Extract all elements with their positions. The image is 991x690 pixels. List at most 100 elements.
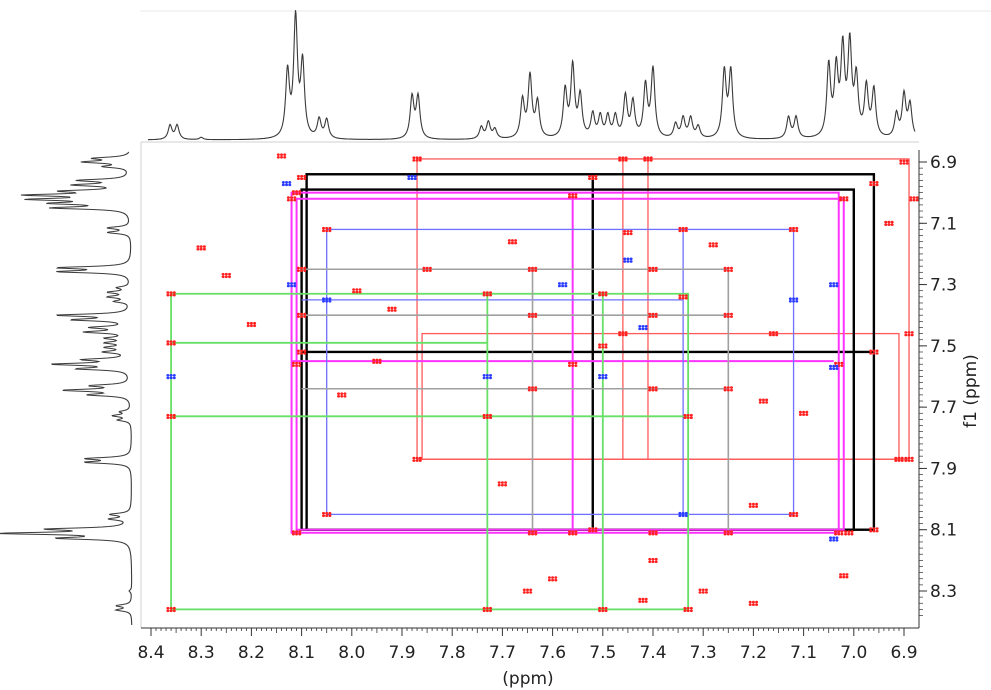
cross-peak-dot (835, 284, 839, 288)
cross-peak-dot (355, 288, 359, 291)
cross-peak-dot (723, 269, 727, 272)
cross-peak-dot (322, 511, 325, 515)
cross-peak-dot (567, 195, 571, 199)
cross-peak-dot (648, 266, 652, 270)
cross-peak (291, 190, 302, 196)
cross-peak-dot (641, 600, 645, 603)
y-tick-label: 7.3 (930, 276, 957, 296)
cross-peak-dot (407, 177, 411, 181)
cross-peak-dot (296, 349, 300, 353)
x-axis-ticks: 8.4 8.3 8.2 8.1 8.0 7.9 7.8 7.7 7.6 7.5 7.4 7.3 7.2 7… (137, 628, 918, 663)
y-axis-ticks: 6.9 7.1 7.3 7.5 7.7 7.9 8.1 8.3 (919, 153, 957, 616)
cross-peak-dot (832, 284, 836, 288)
cross-peak-dot (485, 416, 489, 420)
cross-peak-dot (554, 578, 558, 582)
cross-peak-dot (726, 386, 730, 389)
cross-peak-dot (221, 272, 225, 276)
cross-peak-dot (624, 333, 628, 337)
cross-peak-dot (839, 573, 843, 576)
cross-peak-dot (761, 401, 765, 404)
cross-peak-dot (894, 456, 898, 460)
cross-peak-dot (648, 388, 652, 392)
cross-peak-dot (291, 190, 295, 193)
cross-peak-dot (648, 269, 652, 272)
cross-peak (598, 343, 608, 349)
cross-peak-dot (840, 530, 844, 533)
cross-peak-dot (527, 266, 531, 270)
cross-peak-dot (646, 159, 650, 162)
cross-peak-dot (291, 361, 295, 365)
x-tick-label: 8.1 (288, 643, 315, 663)
cross-peak-dot (910, 331, 914, 334)
cross-peak-dot (723, 312, 727, 316)
cross-peak (352, 288, 362, 294)
cross-peak (567, 530, 578, 536)
cross-peak-dot (295, 192, 299, 196)
cross-peak-dot (681, 294, 685, 297)
cross-peak-dot (166, 342, 170, 346)
cross-peak-dot (654, 312, 658, 316)
cross-peak (678, 511, 688, 518)
cross-peak-dot (840, 361, 844, 365)
cross-peak-dot (618, 156, 622, 160)
cross-peak-dot (869, 349, 873, 353)
cross-peak-dot (845, 575, 849, 579)
x-tick-label: 7.0 (840, 643, 867, 663)
cross-peak-dot (522, 591, 526, 594)
cross-peak-dot (358, 288, 362, 291)
cross-peak-dot (751, 600, 755, 604)
cross-peak-dot (296, 315, 300, 318)
cross-peak-dot (303, 349, 307, 353)
cross-peak-dot (303, 315, 307, 318)
cross-peak-dot (485, 413, 489, 417)
cross-peak-dot (875, 527, 879, 530)
cross-peak-dot (531, 530, 535, 533)
cross-peak (788, 226, 799, 233)
cross-peak (788, 297, 799, 303)
cross-peak-dot (723, 266, 727, 270)
cross-peak-dot (393, 306, 397, 310)
cross-peak-dot (355, 290, 359, 294)
cross-peak-dot (651, 315, 655, 318)
cross-peak-dot (485, 293, 489, 297)
cross-peak-dot (328, 511, 332, 515)
cross-peak-dot (829, 539, 833, 542)
cross-peak-dot (300, 177, 304, 181)
cross-peak-dot (601, 343, 605, 346)
cross-peak-dot (531, 269, 535, 272)
cross-peak-dot (654, 532, 658, 536)
cross-peak-dot (683, 606, 687, 610)
cross-peak-dot (701, 591, 705, 594)
f2-projection-spectrum (148, 10, 916, 141)
cross-peak-dot (296, 266, 300, 270)
cross-peak (899, 159, 909, 165)
cross-peak-dot (295, 361, 299, 365)
cross-peak-dot (288, 180, 292, 184)
cross-peak-dot (529, 591, 533, 594)
cross-peak-dot (249, 321, 253, 325)
cross-peak (246, 321, 257, 328)
cross-peak-dot (293, 196, 297, 199)
cross-peak-dot (832, 364, 836, 368)
cross-peak-dot (393, 309, 397, 312)
cross-peak-dot (829, 536, 833, 540)
cross-peak (221, 272, 231, 279)
cross-peak-dot (557, 284, 561, 288)
cross-peak (758, 398, 769, 404)
cross-peak-dot (730, 386, 733, 389)
cross-peak-dot (510, 241, 514, 245)
cross-peak-dot (897, 456, 901, 460)
cross-peak-dot (618, 159, 622, 162)
cross-peak-dot (601, 374, 605, 377)
cross-peak (482, 606, 493, 613)
cross-peak-dot (649, 159, 653, 162)
cross-peak-dot (328, 299, 332, 303)
cross-peak-dot (527, 388, 531, 392)
x-tick-label: 7.6 (539, 643, 566, 663)
cross-peak-dot (869, 180, 873, 184)
cross-peak-dot (834, 532, 838, 536)
cross-peak (643, 156, 653, 162)
cross-peak-dot (169, 342, 173, 346)
cross-peak-dot (343, 394, 347, 398)
